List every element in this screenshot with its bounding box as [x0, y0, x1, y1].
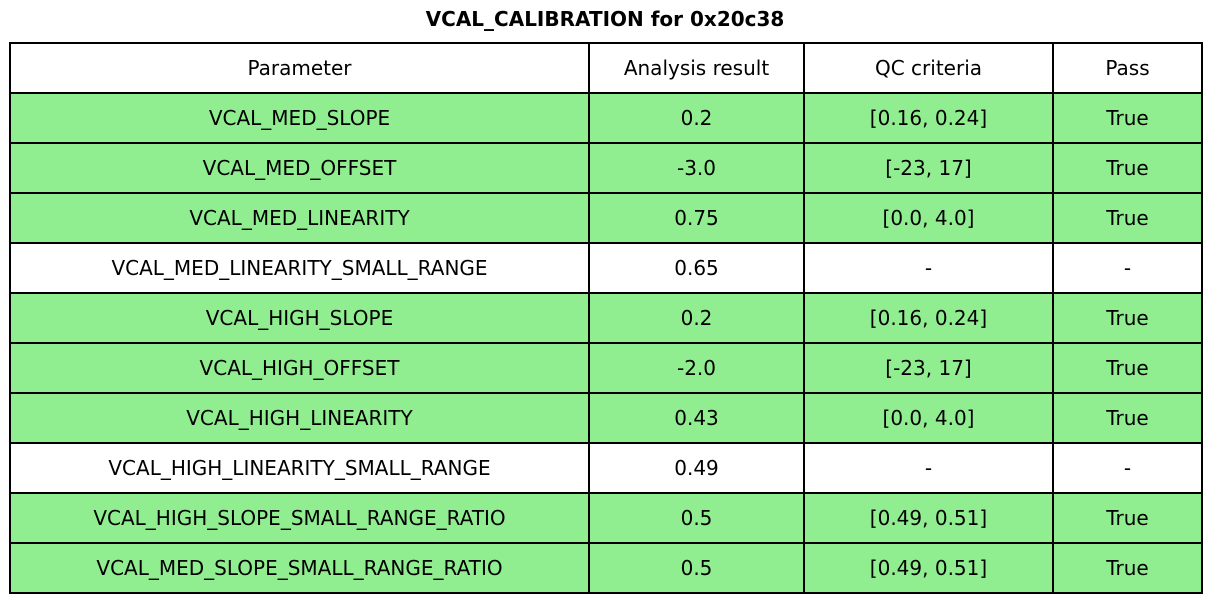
cell-qc-criteria: [-23, 17] — [803, 342, 1054, 394]
cell-analysis-result: -2.0 — [588, 342, 805, 394]
table-row: VCAL_HIGH_SLOPE_SMALL_RANGE_RATIO 0.5 [0.4… — [9, 492, 1203, 544]
cell-parameter: VCAL_HIGH_LINEARITY — [9, 392, 590, 444]
col-header-parameter: Parameter — [9, 42, 590, 94]
cell-pass: True — [1052, 192, 1203, 244]
cell-parameter: VCAL_HIGH_LINEARITY_SMALL_RANGE — [9, 442, 590, 494]
cell-qc-criteria: - — [803, 442, 1054, 494]
cell-pass: True — [1052, 142, 1203, 194]
table-row: VCAL_HIGH_LINEARITY_SMALL_RANGE 0.49- - — [9, 442, 1203, 494]
figure-title: VCAL_CALIBRATION for 0x20c38 — [425, 7, 785, 31]
cell-parameter: VCAL_MED_SLOPE — [9, 92, 590, 144]
cell-pass: True — [1052, 542, 1203, 594]
cell-analysis-result: -3.0 — [588, 142, 805, 194]
cell-parameter: VCAL_HIGH_OFFSET — [9, 342, 590, 394]
cell-parameter: VCAL_MED_LINEARITY_SMALL_RANGE — [9, 242, 590, 294]
qc-results-table: Parameter Analysis result QC criteria Pa… — [9, 42, 1203, 594]
table-row: VCAL_HIGH_LINEARITY 0.43 [0.0, 4.0] True — [9, 392, 1203, 444]
col-header-qc-criteria: QC criteria — [803, 42, 1054, 94]
cell-analysis-result: 0.43 — [588, 392, 805, 444]
cell-parameter: VCAL_HIGH_SLOPE — [9, 292, 590, 344]
table-row: VCAL_MED_SLOPE 0.2 [0.16, 0.24] True — [9, 92, 1203, 144]
cell-parameter: VCAL_MED_SLOPE_SMALL_RANGE_RATIO — [9, 542, 590, 594]
col-header-analysis-result: Analysis result — [588, 42, 805, 94]
cell-qc-criteria: [0.16, 0.24] — [803, 92, 1054, 144]
table-row: VCAL_MED_OFFSET -3.0 [-23, 17] True — [9, 142, 1203, 194]
cell-parameter: VCAL_MED_OFFSET — [9, 142, 590, 194]
cell-qc-criteria: - — [803, 242, 1054, 294]
cell-pass: True — [1052, 392, 1203, 444]
cell-pass: True — [1052, 92, 1203, 144]
cell-analysis-result: 0.75 — [588, 192, 805, 244]
cell-qc-criteria: [0.0, 4.0] — [803, 192, 1054, 244]
header-row: Parameter Analysis result QC criteria Pa… — [9, 42, 1203, 94]
table-row: VCAL_MED_SLOPE_SMALL_RANGE_RATIO 0.5 [0.49… — [9, 542, 1203, 594]
cell-pass: True — [1052, 342, 1203, 394]
cell-qc-criteria: [0.16, 0.24] — [803, 292, 1054, 344]
cell-parameter: VCAL_MED_LINEARITY — [9, 192, 590, 244]
cell-analysis-result: 0.5 — [588, 542, 805, 594]
cell-qc-criteria: [0.49, 0.51] — [803, 542, 1054, 594]
cell-analysis-result: 0.49 — [588, 442, 805, 494]
cell-analysis-result: 0.2 — [588, 92, 805, 144]
cell-pass: - — [1052, 442, 1203, 494]
cell-qc-criteria: [-23, 17] — [803, 142, 1054, 194]
cell-parameter: VCAL_HIGH_SLOPE_SMALL_RANGE_RATIO — [9, 492, 590, 544]
cell-pass: True — [1052, 292, 1203, 344]
cell-pass: - — [1052, 242, 1203, 294]
cell-qc-criteria: [0.0, 4.0] — [803, 392, 1054, 444]
cell-pass: True — [1052, 492, 1203, 544]
table-row: VCAL_HIGH_SLOPE 0.2 [0.16, 0.24] True — [9, 292, 1203, 344]
table-row: VCAL_HIGH_OFFSET -2.0 [-23, 17] True — [9, 342, 1203, 394]
table-row: VCAL_MED_LINEARITY 0.75 [0.0, 4.0] True — [9, 192, 1203, 244]
col-header-pass: Pass — [1052, 42, 1203, 94]
cell-analysis-result: 0.2 — [588, 292, 805, 344]
cell-analysis-result: 0.65 — [588, 242, 805, 294]
table-row: VCAL_MED_LINEARITY_SMALL_RANGE 0.65- - — [9, 242, 1203, 294]
cell-analysis-result: 0.5 — [588, 492, 805, 544]
cell-qc-criteria: [0.49, 0.51] — [803, 492, 1054, 544]
